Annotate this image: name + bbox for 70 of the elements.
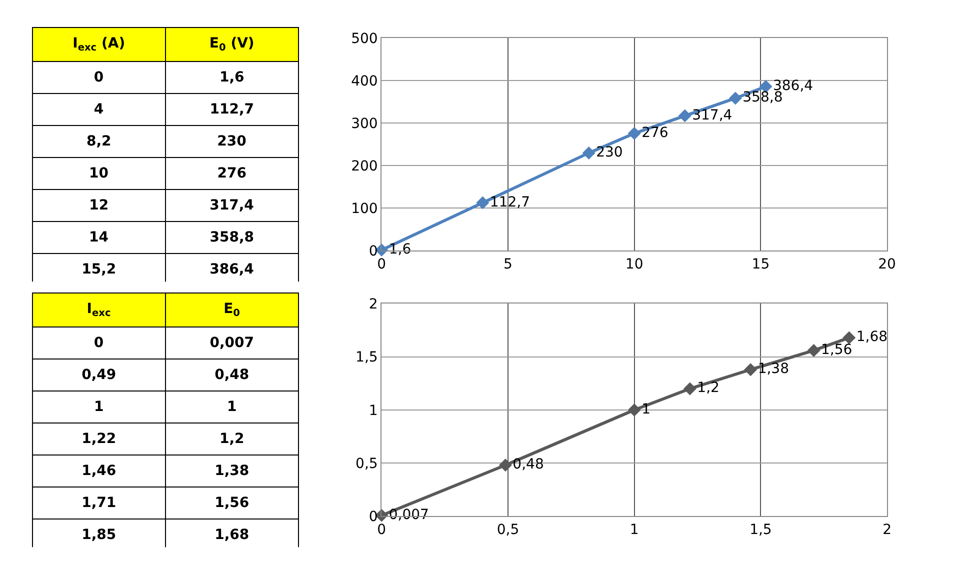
annotation: 1 <box>642 401 650 418</box>
text: 276 <box>217 166 246 182</box>
y-tick-label: 300 <box>351 116 378 132</box>
text: 1,46 <box>82 463 116 480</box>
point <box>807 344 820 357</box>
text: 1,2 <box>219 431 244 448</box>
text: 1,85 <box>82 527 116 544</box>
x-tick-label: 15 <box>752 256 770 272</box>
y-tick-label: 0 <box>368 509 378 526</box>
text: 0 <box>218 42 226 54</box>
point <box>476 196 490 210</box>
text: 0 <box>94 70 104 86</box>
annotation: 1,2 <box>697 380 720 396</box>
text: 1,56 <box>214 495 250 512</box>
text: 10 <box>89 166 109 182</box>
point <box>728 92 742 105</box>
text: 1,68 <box>214 527 250 544</box>
point <box>498 458 512 472</box>
y-tick-label: 1 <box>368 402 378 419</box>
y-tick-label: 0 <box>368 244 378 260</box>
y-tick-label: 400 <box>351 74 378 90</box>
text: 358,8 <box>210 230 254 246</box>
x-tick-label: 2 <box>882 522 892 538</box>
y-tick-label: 200 <box>351 158 378 175</box>
text: 8,2 <box>86 134 112 150</box>
x-tick-label: 20 <box>878 256 896 272</box>
y-tick-label: 2 <box>368 296 378 313</box>
x-tick-label: 1,5 <box>750 522 772 538</box>
y-tick-label: 0,5 <box>356 456 378 472</box>
point <box>628 403 641 416</box>
text: 386,4 <box>210 262 254 278</box>
point <box>683 382 696 396</box>
text: 1 <box>227 399 237 416</box>
text: 0,49 <box>82 367 116 384</box>
category-label: I$_{exc}$ (A) <box>72 36 126 54</box>
text: 230 <box>596 144 623 160</box>
text: 317,4 <box>210 198 254 214</box>
annotation: 1,56 <box>821 342 852 358</box>
text: 1 <box>94 399 104 416</box>
point <box>678 109 692 122</box>
category-label: E$_{0}$ <box>224 301 240 320</box>
y-tick-label: 100 <box>351 201 378 218</box>
x-tick-label: 0,5 <box>496 522 520 538</box>
text: 0,007 <box>210 335 254 352</box>
category-label: I$_{exc}$ <box>86 301 111 320</box>
annotation: 1,68 <box>856 329 888 346</box>
text: 1,22 <box>82 431 116 448</box>
point <box>628 126 641 140</box>
text: 12 <box>89 198 109 214</box>
text: 317,4 <box>692 107 732 124</box>
text: 1,71 <box>82 495 116 512</box>
x-tick-label: 5 <box>504 256 512 272</box>
point <box>744 363 758 376</box>
text: 0,48 <box>214 367 250 384</box>
text: 0 <box>94 335 104 352</box>
x-tick-label: 10 <box>625 256 644 272</box>
text: 1,6 <box>219 70 244 86</box>
text: 14 <box>89 230 109 246</box>
text: 276 <box>642 124 668 141</box>
point <box>582 146 596 160</box>
text: 4 <box>94 102 104 118</box>
text: 230 <box>217 134 247 150</box>
y-tick-label: 1,5 <box>356 350 378 366</box>
text: 15,2 <box>82 262 116 278</box>
point <box>842 331 856 344</box>
text: 1,38 <box>214 463 250 480</box>
x-tick-label: 1 <box>630 522 639 538</box>
annotation: 0,48 <box>512 456 544 473</box>
text: 112,7 <box>210 102 254 118</box>
y-tick-label: 500 <box>351 31 378 48</box>
